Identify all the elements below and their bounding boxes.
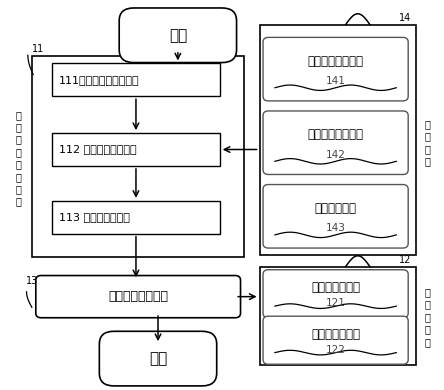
FancyBboxPatch shape <box>263 270 408 318</box>
FancyBboxPatch shape <box>263 111 408 174</box>
FancyBboxPatch shape <box>36 276 241 318</box>
Text: 存储至云端数据库: 存储至云端数据库 <box>108 290 168 303</box>
Text: 111获取加工计划参数集: 111获取加工计划参数集 <box>59 75 139 85</box>
Text: 12: 12 <box>398 255 411 266</box>
Text: 142: 142 <box>326 150 345 160</box>
Text: 141: 141 <box>326 76 345 86</box>
FancyBboxPatch shape <box>263 184 408 248</box>
Text: 放电基础普适库: 放电基础普适库 <box>311 282 360 294</box>
Text: 143: 143 <box>326 223 345 233</box>
FancyBboxPatch shape <box>32 56 244 257</box>
FancyBboxPatch shape <box>263 316 408 364</box>
FancyBboxPatch shape <box>52 133 220 166</box>
Text: 121: 121 <box>326 298 345 308</box>
Text: 开始: 开始 <box>169 28 187 43</box>
Text: 放
电
基
础
库: 放 电 基 础 库 <box>424 287 430 347</box>
FancyBboxPatch shape <box>259 25 416 255</box>
FancyBboxPatch shape <box>52 63 220 96</box>
Text: 收
集
放
电
参
数
经
验: 收 集 放 电 参 数 经 验 <box>15 110 21 207</box>
Text: 122: 122 <box>326 344 345 355</box>
Text: 11: 11 <box>32 44 44 54</box>
Text: 13: 13 <box>26 276 38 286</box>
Text: 代表项目放电参数: 代表项目放电参数 <box>308 128 364 141</box>
FancyBboxPatch shape <box>263 37 408 101</box>
FancyBboxPatch shape <box>119 8 237 62</box>
FancyBboxPatch shape <box>52 201 220 234</box>
Text: 普适放电参数: 普适放电参数 <box>315 202 357 214</box>
Text: 112 获取放电条件参数: 112 获取放电条件参数 <box>59 145 136 154</box>
Text: 14: 14 <box>398 13 411 23</box>
FancyBboxPatch shape <box>259 267 416 365</box>
Text: 经
验
数
据: 经 验 数 据 <box>424 119 430 166</box>
Text: 当前项目放电参数: 当前项目放电参数 <box>308 55 364 67</box>
Text: 113 获取放电子程序: 113 获取放电子程序 <box>59 212 130 222</box>
Text: 放电基础代表库: 放电基础代表库 <box>311 328 360 341</box>
Text: 结束: 结束 <box>149 351 167 366</box>
FancyBboxPatch shape <box>99 331 217 386</box>
